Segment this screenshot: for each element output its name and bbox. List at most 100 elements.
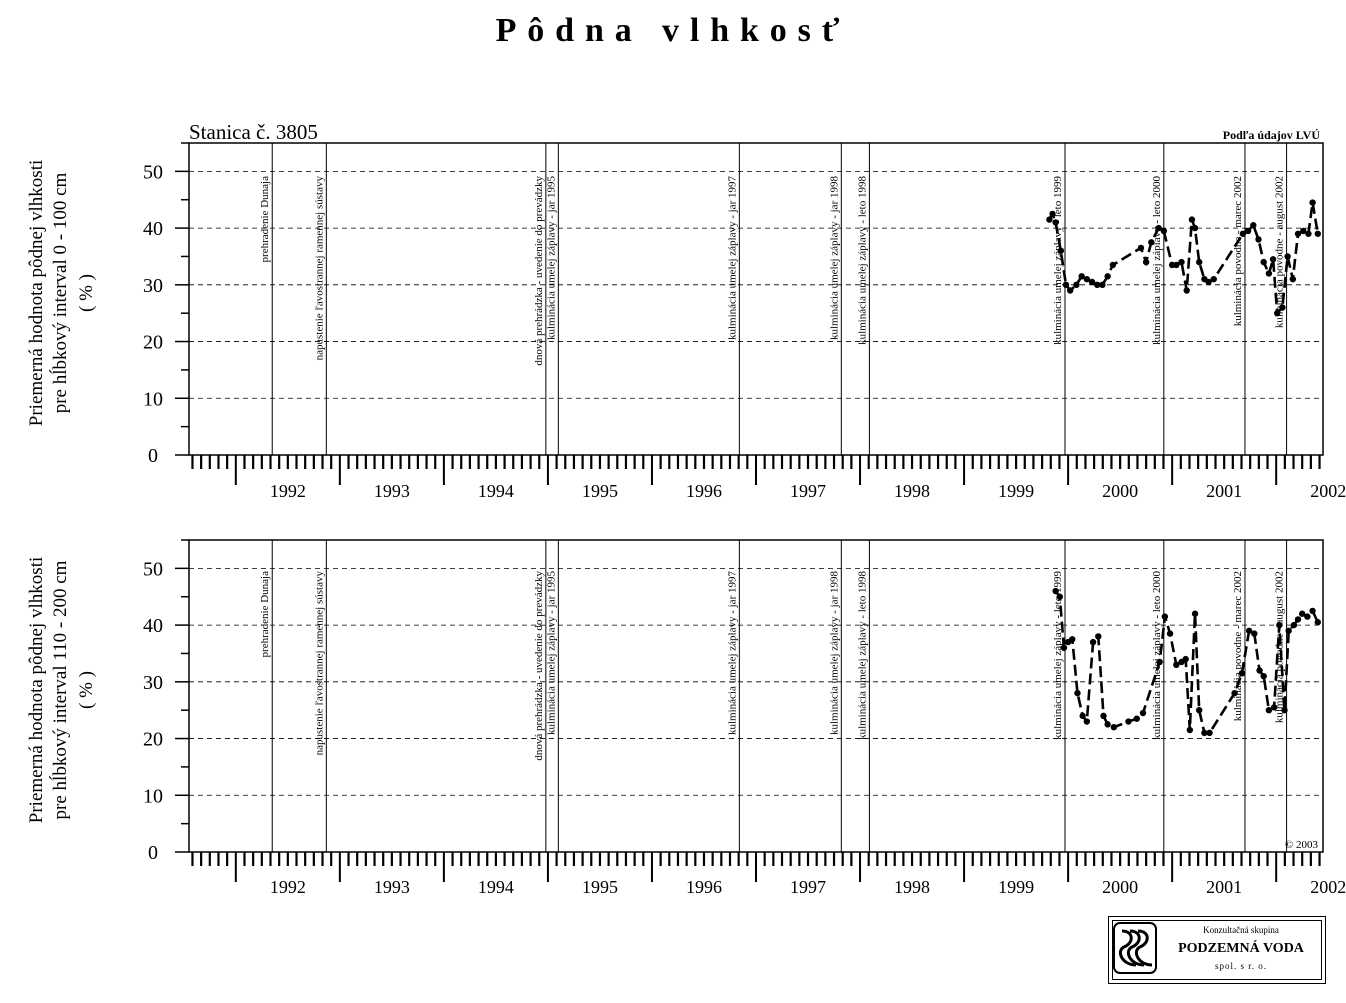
data-point [1156,658,1163,666]
x-tick-label: 1992 [270,481,306,501]
data-point [1191,224,1199,232]
x-tick-label: 1993 [374,481,410,501]
x-tick-label: 1996 [686,877,722,897]
data-point [1104,273,1111,280]
data-point [1079,712,1086,720]
data-point [1256,667,1263,674]
data-point [1089,638,1097,646]
data-point [1069,636,1076,643]
logo-line-2: PODZEMNÁ VODA [1178,941,1304,956]
data-point [1239,230,1247,237]
data-point [1265,270,1273,277]
data-point [1294,616,1302,623]
data-point [1160,227,1168,235]
data-point [1206,729,1213,737]
y-tick-label: 40 [143,615,163,637]
data-point [1298,610,1306,617]
data-point [1244,227,1252,235]
event-label: kulminácia povodne - august 2002 [1274,176,1286,328]
data-point [1265,706,1273,714]
event-label: napustenie ľavostrannej ramennej sústavy [313,176,325,361]
y-tick-label: 30 [143,672,163,694]
data-point [1083,718,1091,725]
data-point [1049,210,1056,218]
y-axis-label: pre hĺbkový interval 0 - 100 cm [49,172,71,413]
data-point [1270,704,1278,711]
data-point [1289,275,1297,283]
y-tick-label: 40 [143,218,163,240]
data-point [1060,644,1068,651]
x-tick-label: 1993 [374,877,410,897]
data-point [1255,236,1262,243]
data-point [1104,721,1111,728]
data-point [1182,655,1189,663]
event-label: kulminácia povodne - marec 2002 [1232,176,1244,326]
data-point [1046,216,1053,223]
event-label: kulminácia umelej záplavy - leto 2000 [1151,176,1163,345]
station-label: Stanica č. 3805 [189,120,318,144]
x-tick-label: 1994 [478,877,514,897]
data-point [1231,689,1238,697]
data-point [1142,258,1150,266]
x-tick-label: 1998 [894,877,930,897]
data-point [1284,253,1291,260]
data-point [1269,256,1277,263]
data-point [1309,199,1316,206]
x-tick-label: 1999 [998,481,1034,501]
event-label: dnová prehrádzka - uvedenie do prevádzky [533,571,545,761]
x-tick-label: 2002 [1310,877,1346,897]
data-point [1057,247,1065,254]
data-point [1205,278,1212,286]
data-point [1125,718,1132,725]
data-point [1305,230,1312,237]
data-point [1314,230,1321,237]
event-label: kulminácia umelej záplavy - jar 1998 [828,571,840,736]
data-point [1195,706,1203,714]
data-point [1195,258,1203,266]
data-point [1304,613,1311,620]
x-tick-label: 1995 [582,877,618,897]
event-label: kulminácia umelej záplavy - leto 1999 [1052,176,1064,345]
data-point [1251,630,1258,637]
y-tick-label: 20 [143,729,163,751]
data-point [1110,724,1118,731]
data-point [1173,661,1180,668]
event-label: kulminácia povodne - marec 2002 [1232,571,1244,721]
x-tick-label: 1997 [790,481,826,501]
data-point [1100,712,1107,720]
event-label: kulminácia umelej záplavy - jar 1997 [726,571,738,736]
x-tick-label: 2000 [1102,481,1138,501]
series-line [1054,590,1319,735]
data-point [1062,281,1070,289]
data-point [1056,593,1063,600]
event-label: dnová prehrádzka - uvedenie do prevádzky [533,176,545,366]
x-tick-label: 2000 [1102,877,1138,897]
event-label: kulminácia umelej záplavy - jar 1995 [545,176,557,341]
x-tick-label: 1996 [686,481,722,501]
data-point [1148,239,1155,246]
data-point [1073,281,1080,289]
y-tick-label: 0 [148,445,158,467]
event-label: prehradenie Dunaja [259,571,271,658]
data-point [1088,278,1096,286]
data-point [1173,261,1180,269]
x-tick-label: 2001 [1206,877,1242,897]
data-point [1309,607,1316,615]
y-axis-label: ( % ) [76,274,97,312]
y-axis-label: Priemerná hodnota pôdnej vlhkosti [26,557,47,823]
data-point [1210,275,1217,283]
data-point [1074,689,1081,697]
data-point [1166,630,1174,637]
data-point [1191,610,1199,617]
y-tick-label: 20 [143,332,163,354]
event-label: kulminácia umelej záplavy - jar 1995 [545,571,557,736]
data-point [1260,258,1267,266]
y-tick-label: 0 [148,842,158,864]
y-tick-label: 10 [143,785,163,807]
y-tick-label: 30 [143,275,163,297]
data-point [1099,281,1106,289]
waves-logo-icon [1113,922,1157,974]
data-point [1083,275,1091,283]
data-point [1066,287,1074,294]
